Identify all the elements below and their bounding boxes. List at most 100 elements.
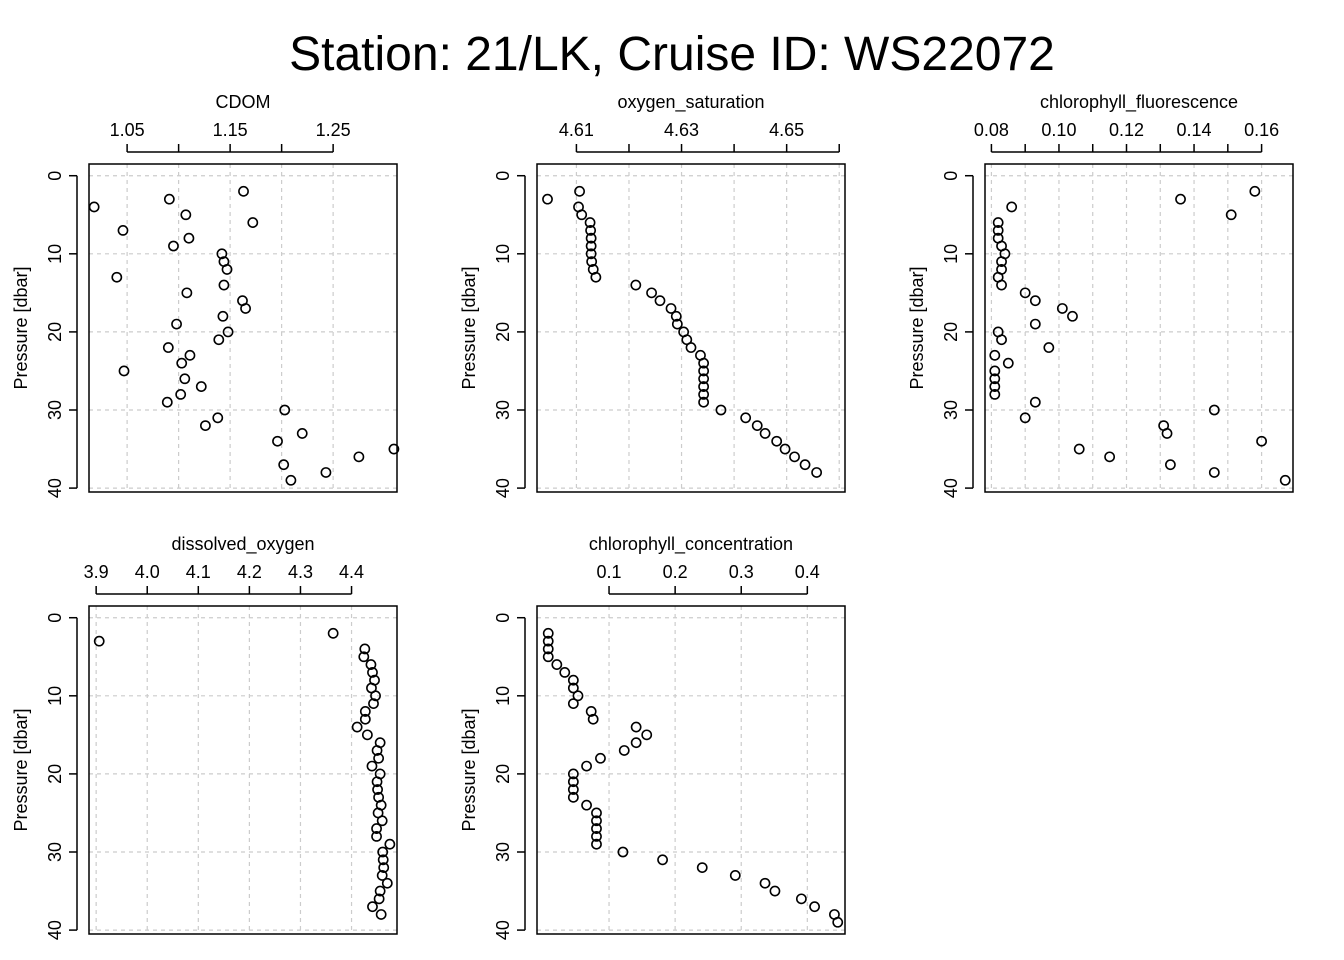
data-point [376,815,388,827]
data-point [181,287,193,299]
data-point [1056,303,1068,314]
data-point [168,240,179,252]
data-point [630,737,642,749]
data-point [279,404,291,416]
data-point [567,784,579,795]
data-point [590,271,602,283]
data-point [183,232,195,244]
panel-title: chlorophyll_concentration [589,534,793,555]
x-tick-label: 4.3 [288,562,313,582]
panel-chlorophyll-fluorescence: 0.08 0.10 0.12 0.14 0.16 chlorophyll_fluoresc… [907,92,1294,498]
data-point [240,303,251,314]
data-point [740,412,752,424]
data-point [1256,435,1267,447]
data-point [586,256,598,268]
data-point [118,365,130,377]
data-points [989,185,1291,486]
y-axis-label: Pressure [dbar] [459,266,479,389]
data-point [212,412,224,424]
data-point [371,745,383,756]
x-tick-label: 0.16 [1244,120,1279,140]
data-point [567,791,579,803]
x-tick-label: 4.65 [769,120,804,140]
x-tick-label: 4.1 [186,562,211,582]
data-point [176,357,188,369]
data-point [371,830,382,842]
data-point [685,342,697,353]
data-point [361,729,373,741]
y-tick-label: 10 [493,686,513,706]
data-point [595,752,606,764]
data-point [358,651,370,663]
x-tick-label: 0.4 [795,562,820,582]
x-tick-label: 4.4 [339,562,364,582]
data-point [996,279,1007,291]
data-point [88,201,100,213]
data-point [587,713,599,725]
data-point [585,240,597,252]
x-tick-label: 0.12 [1109,120,1144,140]
data-point [1006,201,1018,213]
data-point [373,893,385,905]
data-point [574,185,585,197]
y-tick-label: 30 [493,842,513,862]
data-point [1043,342,1055,353]
data-point [93,635,105,647]
data-point [542,643,554,655]
x-tick-label: 0.1 [597,562,622,582]
panel-title: oxygen_saturation [617,92,764,113]
data-point [567,682,579,694]
data-point [567,768,579,780]
y-tick-label: 40 [493,478,513,498]
data-point [359,643,371,655]
data-point [989,365,1001,377]
data-point [641,729,653,741]
data-point [996,334,1007,346]
data-point [221,264,233,275]
data-point [809,901,820,913]
y-axis-label: Pressure [dbar] [11,266,31,389]
data-point [238,185,249,197]
y-tick-label: 40 [941,478,961,498]
data-point [117,224,129,236]
data-point [789,451,800,463]
data-point [163,193,175,205]
y-tick-label: 0 [45,171,65,181]
data-point [617,846,629,858]
x-tick-label: 1.05 [110,120,145,140]
y-tick-label: 20 [45,322,65,342]
data-point [759,877,771,889]
y-tick-label: 20 [493,322,513,342]
data-point [698,396,710,408]
data-point [1208,404,1220,416]
data-point [715,404,727,416]
data-point [180,209,192,221]
data-point [1175,193,1186,205]
data-point [584,217,596,228]
data-point [698,357,710,369]
data-point [567,776,579,788]
data-points [93,627,396,920]
data-point [218,279,230,291]
data-point [698,381,710,392]
data-point [368,698,379,710]
data-point [374,885,386,897]
data-point [751,420,763,432]
data-point [1029,295,1041,307]
panel-title: chlorophyll_fluorescence [1040,92,1238,113]
plot-frame [984,163,1294,493]
data-point [759,428,771,439]
data-point [992,224,1004,236]
data-point [779,443,791,455]
data-point [376,870,388,881]
data-point [1029,396,1041,408]
data-point [195,381,207,392]
data-point [320,467,332,478]
data-point [377,846,389,858]
data-point [671,318,683,330]
data-point [1019,287,1031,299]
data-point [1161,428,1173,439]
data-point [581,799,592,811]
data-point [1002,357,1014,369]
y-tick-label: 30 [941,400,961,420]
